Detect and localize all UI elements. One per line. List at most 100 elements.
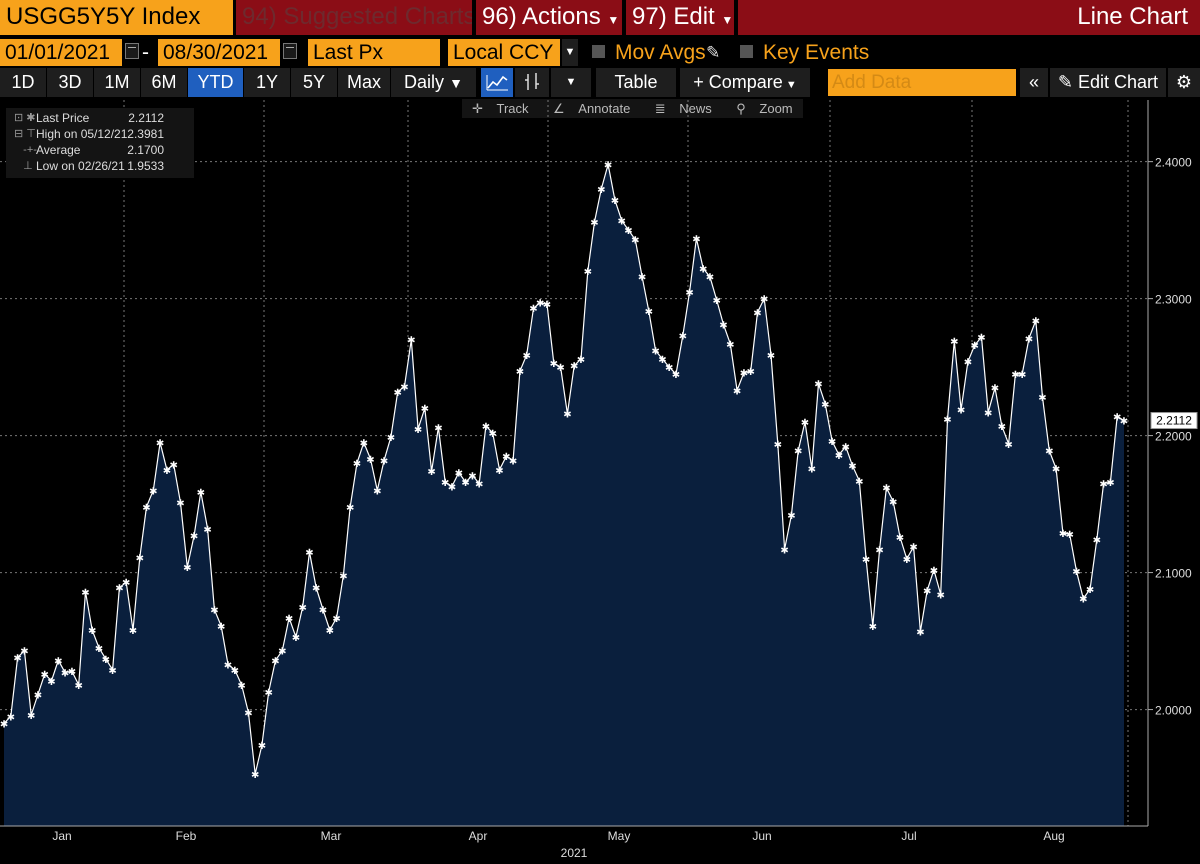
field-selector[interactable]: Last Px: [308, 39, 440, 66]
news-icon: ≣: [654, 101, 670, 116]
data-point: ✱: [570, 362, 578, 373]
period-6m[interactable]: 6M: [141, 68, 187, 97]
calendar-icon[interactable]: [125, 43, 139, 59]
key-events-label: Key Events: [763, 41, 870, 64]
data-point: ✱: [1059, 529, 1067, 540]
data-point: ✱: [1120, 417, 1128, 428]
data-point: ✱: [203, 525, 211, 536]
bar-chart-icon[interactable]: [515, 68, 549, 97]
suggested-charts-button[interactable]: 94) Suggested Charts: [236, 0, 472, 35]
data-point: ✱: [387, 433, 395, 444]
mov-avgs-checkbox[interactable]: [592, 45, 605, 58]
data-point: ✱: [292, 633, 300, 644]
start-date-input[interactable]: 01/01/2021: [0, 39, 122, 66]
data-point: ✱: [75, 681, 83, 692]
annotate-icon: ∠: [553, 101, 569, 116]
line-chart-icon[interactable]: [481, 68, 513, 97]
data-point: ✱: [597, 185, 605, 196]
period-max[interactable]: Max: [338, 68, 390, 97]
data-point: ✱: [237, 681, 245, 692]
data-point: ✱: [312, 584, 320, 595]
data-point: ✱: [170, 460, 178, 471]
zoom-tool[interactable]: ⚲ Zoom: [731, 101, 797, 116]
data-point: ✱: [828, 437, 836, 448]
period-1d[interactable]: 1D: [0, 68, 46, 97]
period-5y[interactable]: 5Y: [291, 68, 337, 97]
data-point: ✱: [197, 488, 205, 499]
ticker-field[interactable]: USGG5Y5Y Index: [0, 0, 233, 35]
data-point: ✱: [774, 440, 782, 451]
track-label: Track: [496, 101, 529, 116]
data-point: ✱: [760, 295, 768, 306]
data-point: ✱: [740, 369, 748, 380]
data-point: ✱: [699, 265, 707, 276]
data-point: ✱: [0, 719, 8, 730]
data-point: ✱: [882, 484, 890, 495]
data-point: ✱: [889, 497, 897, 508]
period-ytd[interactable]: YTD: [188, 68, 243, 97]
table-button[interactable]: Table: [596, 68, 676, 97]
data-point: ✱: [231, 666, 239, 677]
x-tick-label: Feb: [176, 829, 197, 843]
period-1y[interactable]: 1Y: [244, 68, 290, 97]
currency-selector[interactable]: Local CCY: [448, 39, 560, 66]
data-point: ✱: [1038, 393, 1046, 404]
data-point: ✱: [495, 466, 503, 477]
period-1m[interactable]: 1M: [94, 68, 140, 97]
collapse-icon[interactable]: «: [1020, 68, 1048, 97]
data-point: ✱: [855, 477, 863, 488]
edit-menu[interactable]: 97) Edit ▼: [626, 0, 734, 35]
key-events-checkbox[interactable]: [740, 45, 753, 58]
currency-dropdown-icon[interactable]: ▼: [562, 39, 578, 66]
data-point: ✱: [713, 296, 721, 307]
data-point: ✱: [923, 586, 931, 597]
chart-legend: ⊡ ✱ Last Price 2.2112 ⊟ ⊤ High on 05/12/…: [6, 108, 194, 178]
data-point: ✱: [332, 614, 340, 625]
data-point: ✱: [971, 341, 979, 352]
data-point: ✱: [1045, 447, 1053, 458]
data-point: ✱: [217, 622, 225, 633]
data-point: ✱: [448, 482, 456, 493]
calendar-icon[interactable]: [283, 43, 297, 59]
data-point: ✱: [95, 644, 103, 655]
track-tool[interactable]: ✛ Track: [467, 101, 534, 116]
chart-controls-toolbar: 1D 3D 1M 6M YTD 1Y 5Y Max Daily ▼ ▼ Tabl…: [0, 68, 1200, 98]
data-point: ✱: [808, 465, 816, 476]
add-data-input[interactable]: Add Data: [828, 69, 1016, 96]
data-point: ✱: [543, 300, 551, 311]
data-point: ✱: [149, 486, 157, 497]
data-point: ✱: [346, 503, 354, 514]
chart-type-label: Line Chart: [738, 0, 1200, 35]
data-point: ✱: [441, 478, 449, 489]
crosshair-icon: ✛: [472, 101, 487, 116]
zoom-label: Zoom: [759, 101, 793, 116]
end-date-input[interactable]: 08/30/2021: [158, 39, 280, 66]
data-point: ✱: [563, 410, 571, 421]
x-tick-label: May: [608, 829, 631, 843]
gear-icon[interactable]: ⚙: [1168, 68, 1200, 97]
data-point: ✱: [88, 626, 96, 637]
annotate-tool[interactable]: ∠ Annotate: [548, 101, 635, 116]
data-point: ✱: [964, 358, 972, 369]
data-point: ✱: [753, 308, 761, 319]
data-point: ✱: [794, 447, 802, 458]
actions-menu[interactable]: 96) Actions ▼: [476, 0, 622, 35]
series-line: [3, 164, 1125, 775]
chart-tool-strip: ✛ Track ∠ Annotate ≣ News ⚲ Zoom: [462, 99, 803, 118]
chart-style-dropdown-icon[interactable]: ▼: [551, 68, 591, 97]
period-3d[interactable]: 3D: [47, 68, 93, 97]
compare-button[interactable]: + Compare ▼: [680, 68, 810, 97]
edit-chart-button[interactable]: ✎ Edit Chart: [1050, 68, 1166, 97]
data-point: ✱: [611, 196, 619, 207]
legend-label: Last Price: [36, 111, 90, 125]
pencil-icon[interactable]: ✎: [706, 43, 721, 62]
data-point: ✱: [285, 614, 293, 625]
last-price-marker: [1150, 412, 1198, 430]
frequency-selector[interactable]: Daily ▼: [391, 68, 476, 97]
y-tick-label: 2.2000: [1155, 430, 1192, 444]
x-tick-label: Jul: [901, 829, 916, 843]
caret-down-icon: ▼: [721, 13, 734, 27]
news-tool[interactable]: ≣ News: [650, 101, 717, 116]
data-point: ✱: [665, 363, 673, 374]
